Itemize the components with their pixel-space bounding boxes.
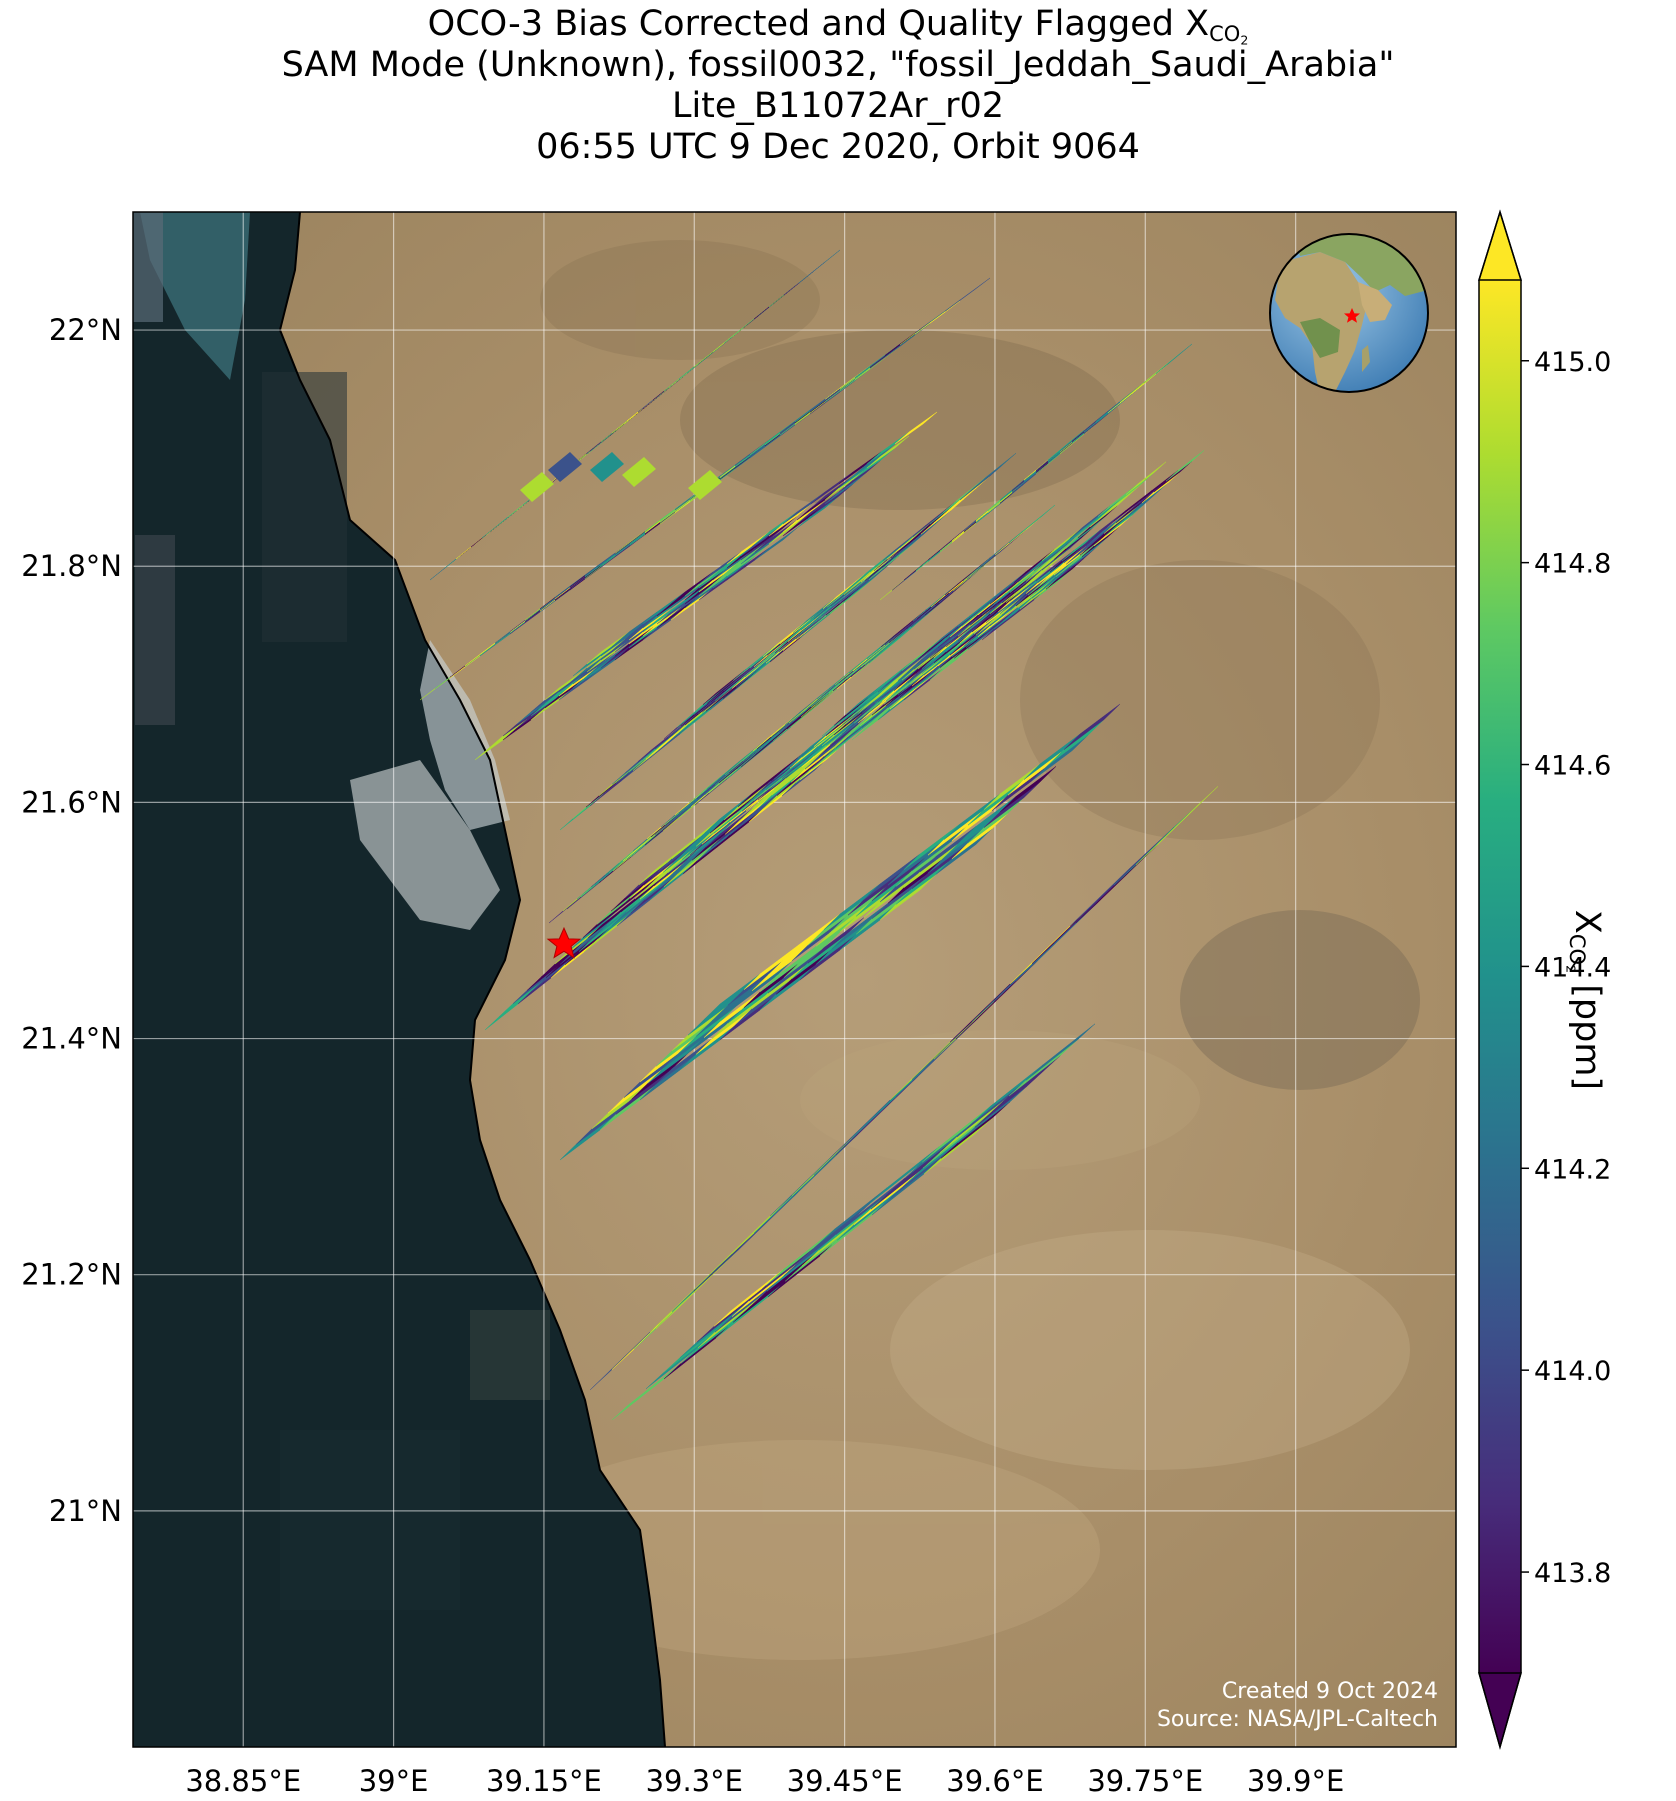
sounding-footprint [866,435,910,469]
sounding-footprint [798,249,841,284]
sounding-footprint [999,766,1057,813]
lat-tick-label: 22°N [49,313,122,347]
colorbar-tick-label: 414.8 [1534,549,1611,580]
lon-tick-label: 39.75°E [1087,1764,1203,1798]
lon-tick-label: 39.9°E [1247,1764,1344,1798]
target-star-marker [546,926,582,959]
colorbar-extend-max [1477,209,1523,281]
sounding-footprint [894,411,938,445]
title-line-1: OCO-3 Bias Corrected and Quality Flagged… [427,4,1249,48]
sounding-footprint [1125,461,1167,495]
colorbar-tick-label: 414.2 [1534,1154,1611,1185]
sounding-footprint [957,610,997,642]
colorbar-ticks: 413.8 414.0 414.2 414.4 414.6 414.8 415.0 [1521,347,1611,1589]
sounding-footprint [1155,343,1193,374]
lon-tick-label: 39.3°E [646,1764,743,1798]
lat-tick-label: 21.8°N [21,549,122,583]
title-line-2: SAM Mode (Unknown), fossil0032, "fossil_… [281,45,1395,85]
xco2-soundings [419,249,1219,1421]
sounding-footprint [1165,450,1205,482]
sounding-footprint [520,472,554,502]
sounding-footprint [972,453,1017,489]
sounding-footprint [914,300,961,335]
sounding-footprint [1008,504,1056,544]
colorbar-gradient [1479,280,1521,1673]
map-frame [132,211,1457,1748]
colorbar-label: XCO2 [ppm] [1563,909,1607,1091]
longitude-tick-labels: 38.85°E 39°E 39.15°E 39.3°E 39.45°E 39.6°E 39.… [185,1764,1344,1798]
lon-tick-label: 39.45°E [787,1764,903,1798]
colorbar-tick-label: 413.8 [1534,1558,1611,1589]
lon-tick-label: 39°E [359,1764,429,1798]
colorbar-tick-label: 414.4 [1534,952,1611,983]
sounding-footprint [944,277,991,312]
chart-title: OCO-3 Bias Corrected and Quality Flagged… [0,0,1676,168]
shallow-water [133,212,550,1610]
colorbar-extend-min [1478,1672,1522,1750]
lat-tick-label: 21°N [49,1494,122,1528]
lon-tick-label: 39.6°E [946,1764,1043,1798]
sounding-footprint [1047,430,1085,461]
globe-inset [1269,233,1429,393]
colorbar-tick-label: 415.0 [1534,347,1611,378]
colorbar-outline [1478,209,1522,1750]
created-credit: Created 9 Oct 2024 [1222,1679,1438,1704]
title-line-3: Lite_B11072Ar_r02 [671,86,1005,126]
sounding-footprint [1135,786,1219,865]
globe-land-green [1300,318,1340,358]
map-gridlines [133,212,1456,1747]
sounding-footprint [548,452,582,482]
lon-tick-label: 39.15°E [486,1764,602,1798]
lat-tick-label: 21.6°N [21,785,122,819]
source-credit: Source: NASA/JPL-Caltech [1157,1707,1438,1732]
title-line-4: 06:55 UTC 9 Dec 2020, Orbit 9064 [536,127,1140,167]
colorbar-tick-label: 414.0 [1534,1356,1611,1387]
colorbar: 413.8 414.0 414.2 414.4 414.6 414.8 415.0 [1477,209,1611,1750]
sounding-footprint [884,323,931,358]
sounding-footprint [1063,703,1121,750]
coastline [278,212,666,1747]
lon-tick-label: 38.85°E [185,1764,301,1798]
lat-tick-label: 21.2°N [21,1258,122,1292]
globe-target-star [1344,308,1360,323]
lat-tick-label: 21.4°N [21,1022,122,1056]
sounding-footprint [688,470,722,500]
sounding-footprint [622,457,656,487]
globe-land-madagascar [1362,345,1370,372]
sounding-footprint [590,452,624,482]
map-panel: Created 9 Oct 2024 Source: NASA/JPL-Calt… [133,212,1456,1747]
sounding-footprint [1025,1023,1096,1081]
latitude-tick-labels: 21°N 21.2°N 21.4°N 21.6°N 21.8°N 22°N [21,313,122,1528]
globe-land-arabia [1358,282,1392,322]
colorbar-tick-label: 414.6 [1534,751,1611,782]
